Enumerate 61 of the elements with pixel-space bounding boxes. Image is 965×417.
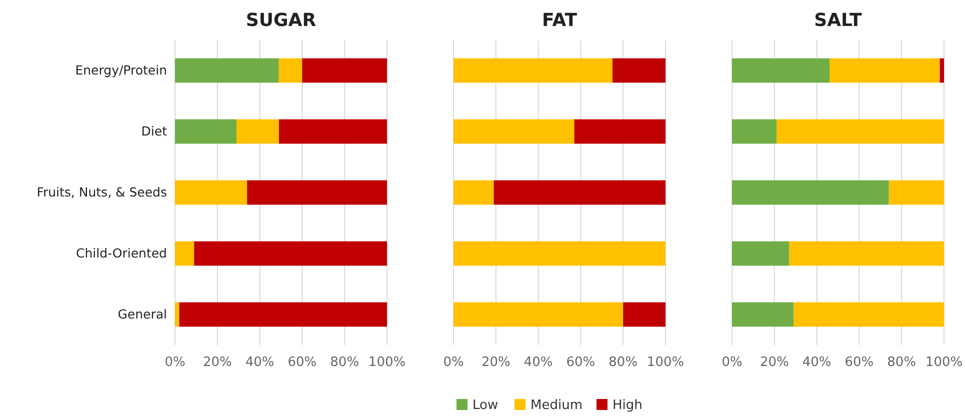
bar [175,119,236,144]
bar [194,241,387,266]
x-tick-label: 80% [330,355,360,370]
chart-title: SALT [814,10,863,31]
y-tick-label: Child-Oriented [76,246,167,260]
bar [236,119,279,144]
bar [302,58,387,83]
bar [776,119,944,144]
x-tick-label: 60% [844,355,874,370]
bar [623,302,666,327]
bar [732,119,777,144]
bar [454,119,574,144]
x-tick-label: 100% [646,355,684,370]
x-tick-label: 40% [245,355,274,370]
x-tick-label: 60% [566,355,596,370]
legend-label: High [612,398,642,413]
x-tick-label: 0% [443,355,464,370]
bar [830,58,940,83]
x-tick-label: 80% [887,355,916,370]
bar [247,180,387,205]
x-tick-label: 40% [524,355,553,370]
y-tick-label: Fruits, Nuts, & Seeds [36,184,167,200]
bar [454,302,624,327]
bar [454,180,494,205]
chart-title: FAT [542,10,578,31]
x-tick-label: 60% [288,355,317,370]
bar [175,58,279,83]
y-tick-label: Diet [141,124,168,138]
bar [175,241,194,266]
y-tick-label: General [118,306,167,322]
bar [454,58,612,83]
bar [494,180,666,205]
bar [454,241,666,266]
bar [179,302,387,327]
x-tick-label: 20% [760,355,789,370]
bar [789,241,944,266]
bar [732,58,830,83]
legend-label: Medium [530,398,582,413]
x-tick-label: 0% [722,355,742,370]
y-tick-label: Energy/Protein [75,62,167,78]
bar [732,302,794,327]
x-tick-label: 100% [925,355,963,370]
x-tick-label: 0% [164,355,186,370]
bar [940,58,944,83]
x-tick-label: 20% [481,355,510,370]
bar [278,119,387,144]
x-tick-label: 80% [608,355,638,370]
bar [732,241,790,266]
bar [278,58,302,83]
bar [175,180,248,205]
legend-label: Low [472,398,498,413]
bar [175,302,180,327]
x-tick-label: 100% [368,355,406,370]
bar [793,302,944,327]
x-tick-label: 40% [802,355,832,370]
bar [612,58,666,83]
bar [888,180,944,205]
chart-title: SUGAR [246,10,316,31]
bar [732,180,889,205]
bar [574,119,666,144]
x-tick-label: 20% [202,355,232,370]
